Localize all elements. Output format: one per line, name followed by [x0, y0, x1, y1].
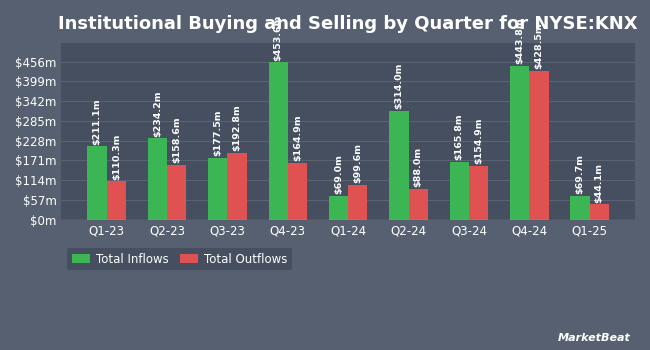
Text: $164.9m: $164.9m [293, 114, 302, 161]
Bar [510, 66, 529, 220]
Bar [590, 204, 609, 220]
Text: $234.2m: $234.2m [153, 90, 162, 137]
Bar [227, 153, 247, 220]
Bar [329, 196, 348, 220]
Text: $99.6m: $99.6m [354, 144, 362, 183]
Text: MarketBeat: MarketBeat [558, 333, 630, 343]
Text: $44.1m: $44.1m [595, 163, 604, 203]
Bar [450, 162, 469, 220]
Text: $314.0m: $314.0m [395, 63, 404, 109]
Legend: Total Inflows, Total Outflows: Total Inflows, Total Outflows [67, 248, 292, 270]
Text: $211.1m: $211.1m [92, 98, 101, 145]
Bar [88, 147, 107, 220]
Bar [268, 62, 288, 220]
Title: Institutional Buying and Selling by Quarter for NYSE:KNX: Institutional Buying and Selling by Quar… [58, 15, 638, 33]
Bar [570, 196, 590, 220]
Bar [409, 189, 428, 220]
Text: $110.3m: $110.3m [112, 133, 121, 180]
Text: $88.0m: $88.0m [413, 147, 423, 188]
Text: $69.0m: $69.0m [334, 154, 343, 194]
Text: $154.9m: $154.9m [474, 118, 483, 164]
Text: $69.7m: $69.7m [575, 154, 584, 194]
Text: $192.8m: $192.8m [233, 104, 242, 151]
Text: $453.6m: $453.6m [274, 14, 283, 61]
Text: $443.8m: $443.8m [515, 18, 524, 64]
Bar [529, 71, 549, 220]
Bar [469, 166, 488, 220]
Bar [389, 111, 409, 220]
Bar [148, 139, 167, 220]
Text: $177.5m: $177.5m [213, 110, 222, 156]
Bar [208, 158, 227, 220]
Bar [167, 165, 187, 220]
Text: $428.5m: $428.5m [534, 23, 543, 69]
Bar [288, 162, 307, 220]
Text: $165.8m: $165.8m [455, 114, 463, 160]
Bar [107, 181, 126, 220]
Bar [348, 185, 367, 220]
Text: $158.6m: $158.6m [172, 116, 181, 163]
